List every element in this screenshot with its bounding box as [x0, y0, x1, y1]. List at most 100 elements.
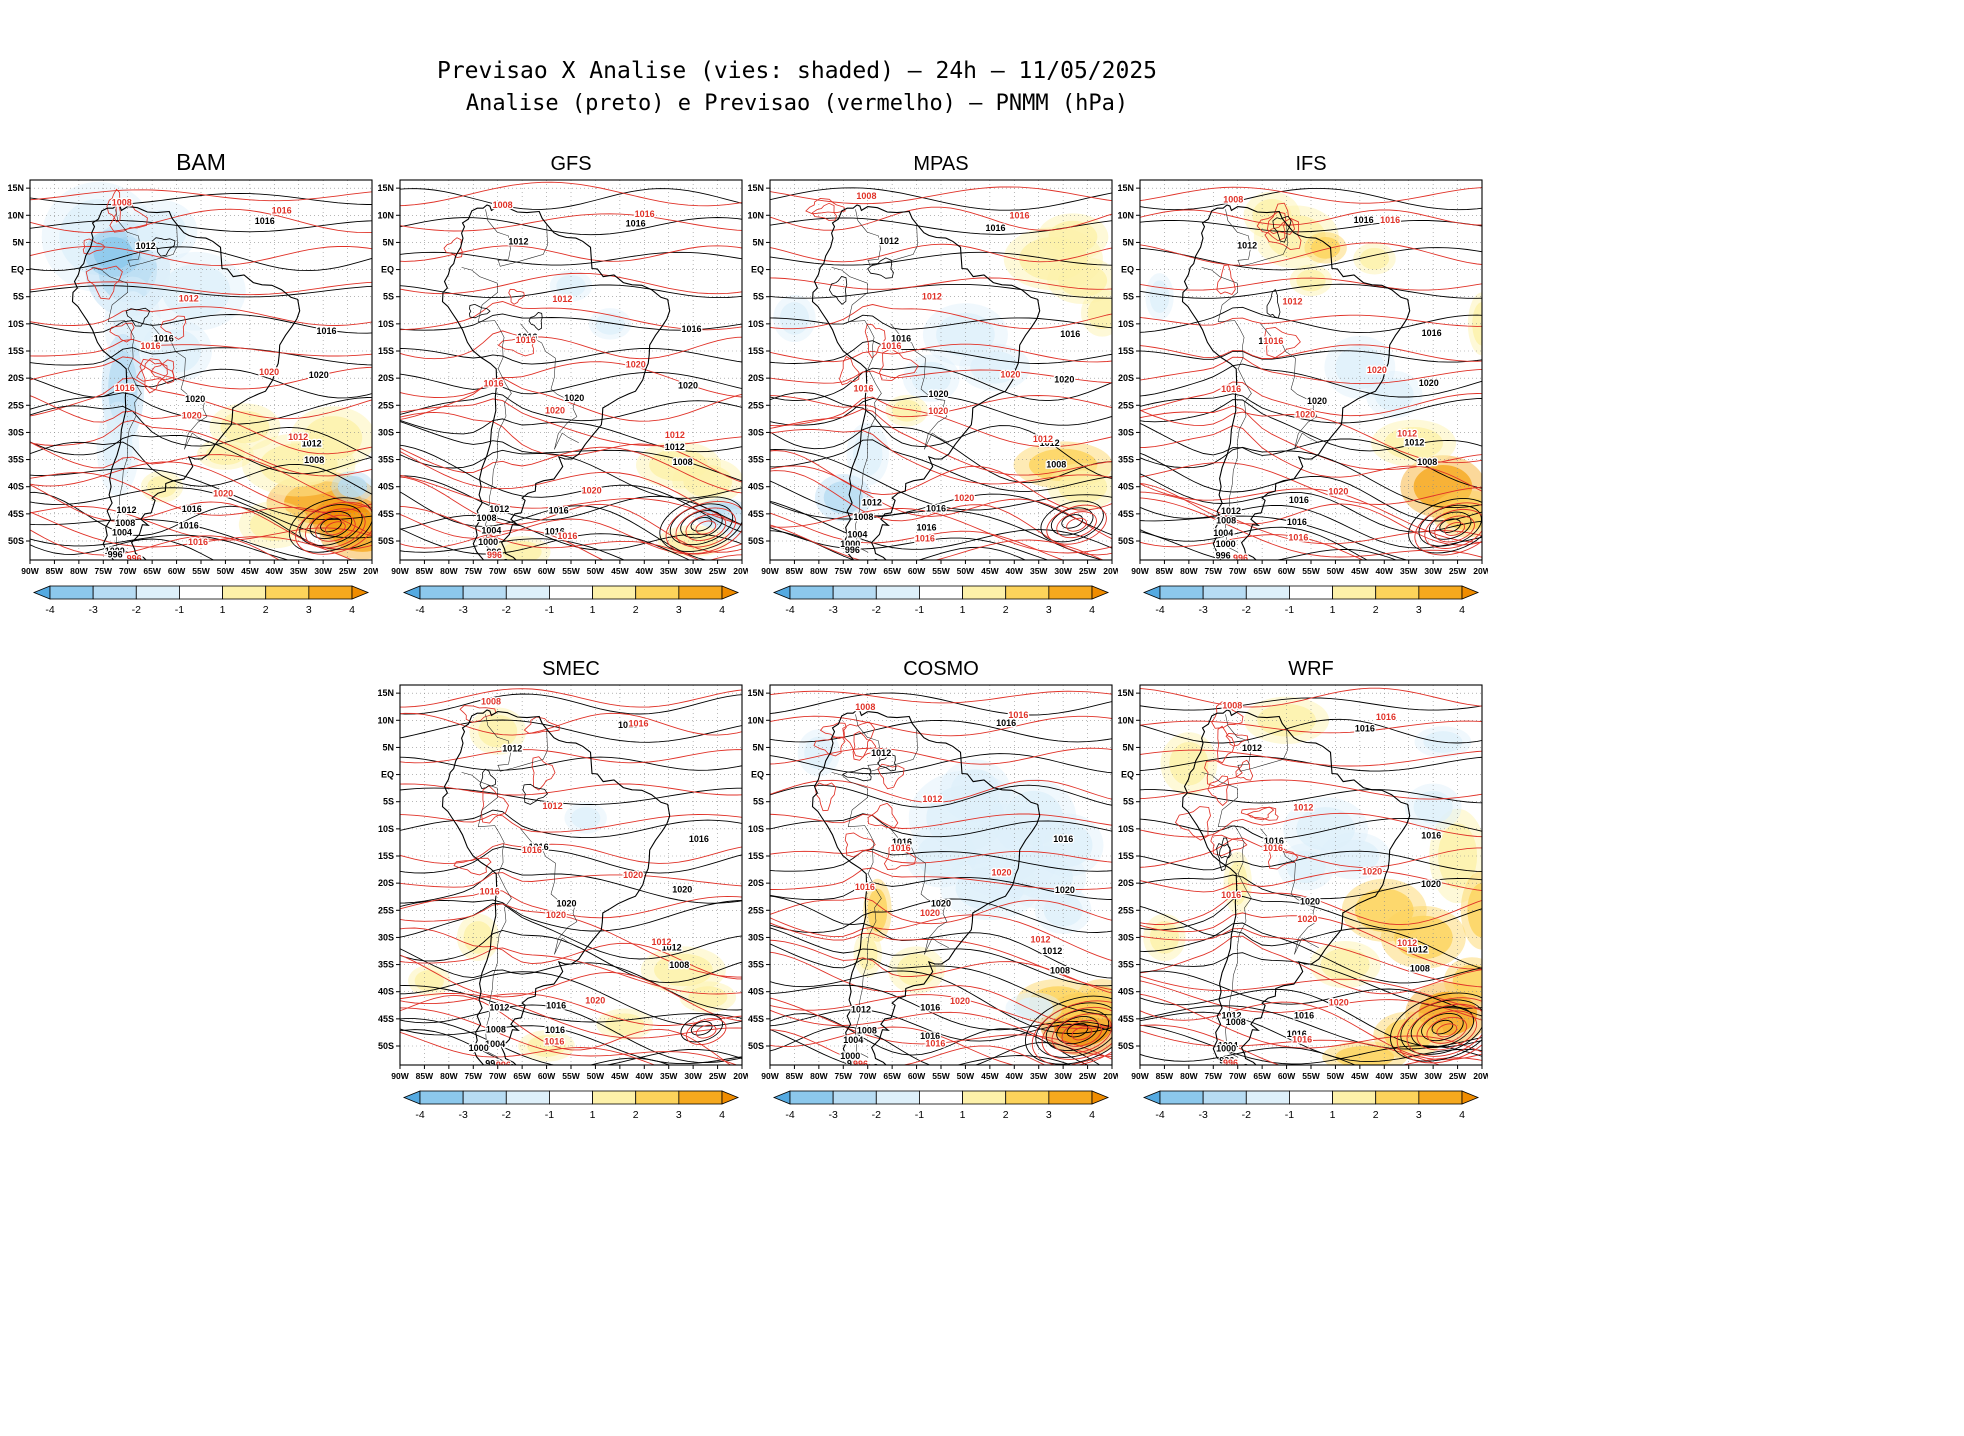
lat-tick-label: 5N: [752, 237, 764, 247]
lat-tick-label: 20S: [748, 373, 764, 383]
colorbar-tick-label: -3: [1198, 604, 1207, 616]
contour-label: 1012: [879, 236, 899, 246]
lat-tick-label: 15N: [1117, 688, 1134, 698]
lon-tick-label: 40W: [1376, 1071, 1394, 1081]
contour-label: 1020: [182, 411, 202, 421]
contour-label: 1004: [843, 1035, 863, 1045]
lon-tick-label: 65W: [1253, 566, 1271, 576]
contour-label: 1016: [545, 1025, 565, 1035]
lon-tick-label: 50W: [957, 566, 975, 576]
lon-tick-label: 45W: [1351, 566, 1369, 576]
contour-label: 1008: [304, 455, 324, 465]
lon-tick-label: 60W: [538, 566, 556, 576]
lon-tick-label: 60W: [168, 566, 186, 576]
lat-tick-label: 30S: [748, 932, 764, 942]
colorbar-tick-label: 1: [590, 1109, 596, 1121]
lat-tick-label: 15N: [747, 183, 764, 193]
contour-label: 1016: [926, 504, 946, 514]
lat-tick-label: 5N: [1122, 237, 1134, 247]
contour-label: 1008: [673, 457, 693, 467]
lon-tick-label: 80W: [440, 566, 458, 576]
contour-label: 1020: [1307, 396, 1327, 406]
contour-label: 1012: [665, 430, 685, 440]
panel-GFS: 1016 1012 1016 1016 1020 1020 1012 1008 1016 1012…: [370, 150, 751, 625]
colorbar-tick-label: 1: [960, 604, 966, 616]
contour-label: 1016: [1060, 329, 1080, 339]
colorbar-tick-label: -4: [45, 604, 54, 616]
lon-tick-label: 45W: [981, 566, 999, 576]
contour-label: 1012: [1283, 297, 1303, 307]
lat-tick-label: 10N: [7, 210, 24, 220]
lat-tick-label: 35S: [748, 960, 764, 970]
contour-label: 1020: [1329, 997, 1349, 1007]
contour-label: 1008: [486, 1025, 506, 1035]
colorbar-tick-label: -1: [545, 1109, 554, 1121]
lat-tick-label: 45S: [378, 509, 394, 519]
lon-tick-label: 35W: [290, 566, 308, 576]
contour-label: 1020: [1295, 410, 1315, 420]
figure-header: Previsao X Analise (vies: shaded) — 24h …: [0, 58, 1594, 116]
lon-tick-label: 80W: [810, 1071, 828, 1081]
contour-label: 1020: [1055, 885, 1075, 895]
colorbar-tick-label: -2: [502, 1109, 511, 1121]
contour-label: 1012: [922, 794, 942, 804]
lat-tick-label: 35S: [748, 455, 764, 465]
contour-label: 1012: [1408, 945, 1428, 955]
lat-tick-label: 20S: [378, 373, 394, 383]
lon-tick-label: 55W: [562, 1071, 580, 1081]
colorbar-tick-label: 3: [676, 604, 682, 616]
contour-label: 1008: [853, 512, 873, 522]
contour-label: 1004: [847, 530, 867, 540]
contour-label: 1008: [477, 513, 497, 523]
lon-tick-label: 25W: [709, 566, 727, 576]
contour-label: 1016: [891, 843, 911, 853]
colorbar-tick-label: 2: [1003, 1109, 1009, 1121]
lon-tick-label: 20W: [733, 566, 748, 576]
contour-label: 1020: [626, 359, 646, 369]
contour-label: 1016: [1376, 712, 1396, 722]
lon-tick-label: 25W: [709, 1071, 727, 1081]
colorbar-tick-label: 3: [1046, 1109, 1052, 1121]
colorbar-tick-label: 1: [1330, 1109, 1336, 1121]
lon-tick-label: 40W: [1006, 1071, 1024, 1081]
colorbar-tick-label: 4: [1089, 604, 1095, 616]
lon-tick-label: 80W: [440, 1071, 458, 1081]
contour-label: 1020: [950, 996, 970, 1006]
lat-tick-label: 10N: [747, 210, 764, 220]
contour-label: 1016: [188, 537, 208, 547]
lon-tick-label: 45W: [1351, 1071, 1369, 1081]
lon-tick-label: 85W: [786, 1071, 804, 1081]
lon-tick-label: 30W: [1424, 1071, 1442, 1081]
colorbar-tick-label: 3: [306, 604, 312, 616]
lat-tick-label: 45S: [8, 509, 24, 519]
colorbar-tick-label: 4: [1459, 1109, 1465, 1121]
contour-label: 1016: [1355, 724, 1375, 734]
lon-tick-label: 60W: [1278, 1071, 1296, 1081]
colorbar-tick-label: 1: [1330, 604, 1336, 616]
contour-label: 1000: [1216, 539, 1236, 549]
contour-label: 1016: [915, 534, 935, 544]
lat-tick-label: 5S: [1123, 292, 1134, 302]
contour-label: 1016: [272, 206, 292, 216]
contour-label: 1020: [545, 405, 565, 415]
contour-label: 1016: [1221, 384, 1241, 394]
contour-label: 1016: [920, 1031, 940, 1041]
colorbar-tick-label: 4: [719, 604, 725, 616]
lat-tick-label: 10S: [748, 824, 764, 834]
contour-label: 1012: [117, 505, 137, 515]
contour-label: 1008: [857, 1026, 877, 1036]
lon-tick-label: 55W: [562, 566, 580, 576]
lon-tick-label: 55W: [932, 1071, 950, 1081]
lon-tick-label: 20W: [363, 566, 378, 576]
lat-tick-label: 10S: [378, 319, 394, 329]
lat-tick-label: 5S: [1123, 797, 1134, 807]
contour-label: 1008: [481, 696, 501, 706]
lat-tick-label: 15S: [1118, 346, 1134, 356]
colorbar: -4 -3 -2 -1 1 2 3 4: [32, 585, 370, 616]
lon-tick-label: 85W: [786, 566, 804, 576]
lat-tick-label: 50S: [1118, 536, 1134, 546]
contour-label: 1016: [891, 333, 911, 343]
contour-label: 996: [1216, 551, 1231, 561]
panel-title-MPAS: MPAS: [913, 153, 968, 175]
